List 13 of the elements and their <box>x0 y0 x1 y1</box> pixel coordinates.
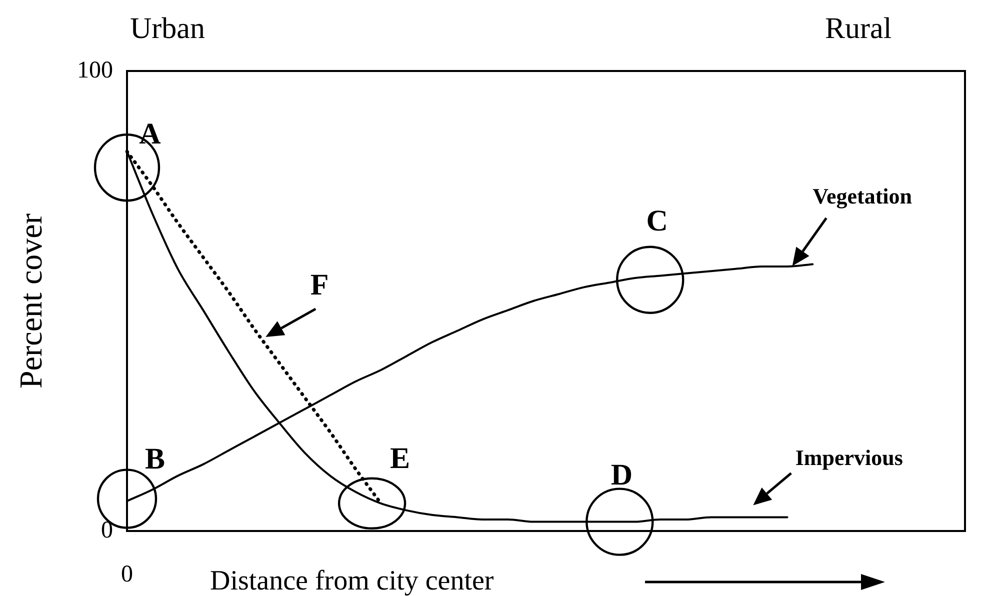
annotation: B <box>144 442 166 476</box>
text: F <box>310 268 329 302</box>
text: Rural <box>825 12 892 45</box>
y-axis-title: Percent cover <box>12 213 49 389</box>
text: Urban <box>130 12 205 45</box>
text: Impervious <box>795 444 904 470</box>
annotation: E <box>390 442 410 476</box>
annotation: C <box>646 204 668 238</box>
y-tick-label: 100 <box>77 57 113 84</box>
annotation: A <box>139 117 162 150</box>
annotation: D <box>610 458 632 492</box>
text: Vegetation <box>812 184 912 209</box>
x-axis-title: Distance from city center <box>210 565 494 596</box>
